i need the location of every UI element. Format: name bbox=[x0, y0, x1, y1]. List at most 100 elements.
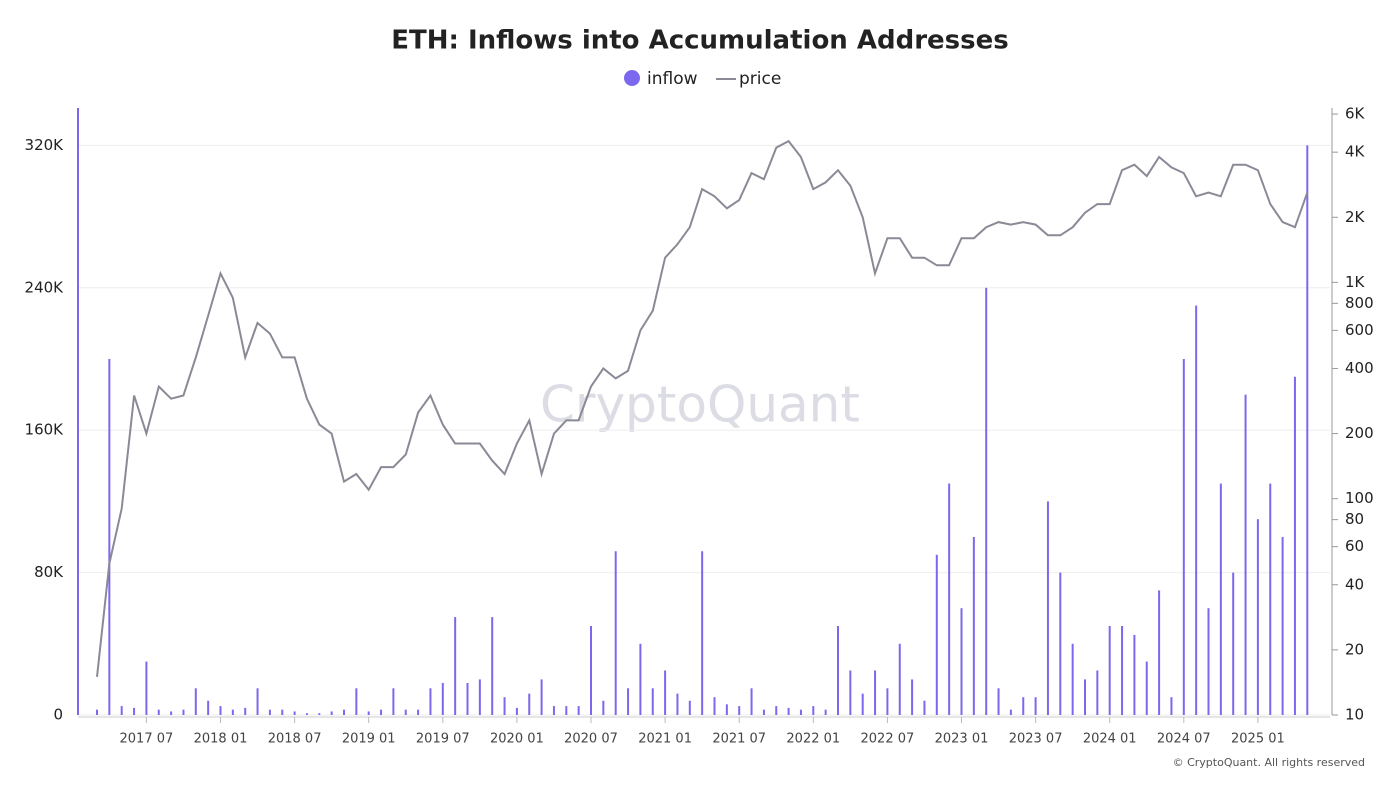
inflow-bar bbox=[861, 693, 864, 715]
inflow-bar bbox=[849, 670, 852, 715]
x-tick-label: 2024 01 bbox=[1083, 732, 1137, 747]
x-tick-label: 2023 01 bbox=[935, 732, 989, 747]
inflow-bar bbox=[639, 643, 642, 715]
inflow-bar bbox=[145, 661, 148, 715]
x-tick-label: 2019 01 bbox=[342, 732, 396, 747]
y2-tick-label: 200 bbox=[1345, 424, 1374, 442]
inflow-bar bbox=[886, 688, 889, 715]
inflow-bar bbox=[1269, 483, 1272, 715]
inflow-bar bbox=[528, 693, 531, 715]
inflow-bar bbox=[676, 693, 679, 715]
y-tick-label: 80K bbox=[34, 563, 64, 581]
inflow-bar bbox=[602, 700, 605, 715]
inflow-bar bbox=[318, 713, 321, 715]
legend-label: inflow bbox=[647, 69, 698, 89]
inflow-bar bbox=[552, 706, 555, 715]
inflow-bar bbox=[330, 711, 333, 715]
inflow-bar bbox=[725, 704, 728, 715]
inflow-bar bbox=[1022, 697, 1025, 715]
inflow-bar bbox=[392, 688, 395, 715]
inflow-bar bbox=[182, 709, 185, 715]
inflow-bar bbox=[972, 536, 975, 715]
inflow-bar bbox=[231, 709, 234, 715]
y-tick-label: 320K bbox=[25, 136, 65, 154]
inflow-bar bbox=[1034, 697, 1037, 715]
x-tick-label: 2022 07 bbox=[861, 732, 915, 747]
inflow-bar bbox=[120, 706, 123, 715]
inflow-bar bbox=[1232, 572, 1235, 715]
inflow-bar bbox=[923, 700, 926, 715]
inflow-bar bbox=[157, 709, 160, 715]
inflow-bar bbox=[1219, 483, 1222, 715]
x-tick-label: 2017 07 bbox=[120, 732, 174, 747]
inflow-bar bbox=[1281, 536, 1284, 715]
inflow-bar bbox=[429, 688, 432, 715]
inflow-bar bbox=[1182, 358, 1185, 715]
inflow-bar bbox=[96, 709, 98, 715]
inflow-bar bbox=[281, 709, 284, 715]
y2-tick-label: 60 bbox=[1345, 537, 1364, 555]
inflow-bar bbox=[688, 700, 691, 715]
inflow-bar bbox=[305, 713, 308, 715]
chart-title: ETH: Inflows into Accumulation Addresses bbox=[391, 26, 1008, 56]
inflow-bar bbox=[874, 670, 877, 715]
y-tick-label: 240K bbox=[25, 278, 65, 296]
inflow-bar bbox=[256, 688, 259, 715]
legend-label: price bbox=[739, 69, 781, 89]
inflow-bar bbox=[503, 697, 506, 715]
y2-tick-label: 20 bbox=[1345, 640, 1364, 658]
y2-tick-label: 2K bbox=[1345, 208, 1366, 226]
inflow-bar bbox=[948, 483, 951, 715]
inflow-bar bbox=[1195, 305, 1198, 715]
inflow-bar bbox=[1170, 697, 1173, 715]
inflow-bar bbox=[614, 551, 617, 715]
inflow-bar bbox=[898, 643, 901, 715]
inflow-bar bbox=[565, 706, 568, 715]
inflow-bar bbox=[701, 551, 704, 715]
inflow-bar bbox=[627, 688, 630, 715]
x-tick-label: 2018 07 bbox=[268, 732, 322, 747]
inflow-bar bbox=[244, 707, 247, 715]
inflow-bar bbox=[935, 554, 938, 715]
inflow-bar bbox=[1293, 376, 1296, 715]
inflow-bar bbox=[1084, 679, 1086, 715]
inflow-bar bbox=[1133, 634, 1136, 715]
inflow-bar bbox=[207, 700, 210, 715]
inflow-bar bbox=[1046, 501, 1049, 715]
y2-tick-label: 6K bbox=[1345, 105, 1366, 123]
x-tick-label: 2024 07 bbox=[1157, 732, 1211, 747]
y2-tick-label: 10 bbox=[1345, 706, 1364, 724]
inflow-bar bbox=[367, 711, 370, 715]
credit: © CryptoQuant. All rights reserved bbox=[1173, 756, 1365, 769]
price-line bbox=[96, 139, 1309, 678]
inflow-bar bbox=[1096, 670, 1099, 715]
x-tick-label: 2018 01 bbox=[194, 732, 248, 747]
inflow-bar bbox=[355, 688, 358, 715]
inflow-bar bbox=[466, 682, 469, 715]
inflow-bar bbox=[108, 358, 111, 715]
x-tick-label: 2020 07 bbox=[564, 732, 618, 747]
inflow-bar bbox=[1306, 145, 1309, 715]
inflow-bar bbox=[194, 688, 197, 715]
x-tick-label: 2020 01 bbox=[490, 732, 544, 747]
y2-tick-label: 100 bbox=[1345, 489, 1374, 507]
inflow-bar bbox=[478, 679, 481, 715]
inflow-bar bbox=[824, 709, 827, 715]
inflow-bar bbox=[293, 711, 296, 715]
inflow-bar bbox=[651, 688, 654, 715]
inflow-bar bbox=[775, 706, 778, 715]
inflow-bar bbox=[1145, 661, 1148, 715]
inflow-bar bbox=[713, 697, 716, 715]
y2-tick-label: 600 bbox=[1345, 321, 1374, 339]
x-tick-label: 2019 07 bbox=[416, 732, 470, 747]
inflow-bar bbox=[219, 706, 222, 715]
inflow-bar bbox=[577, 706, 580, 715]
x-tick-label: 2023 07 bbox=[1009, 732, 1063, 747]
inflow-bar bbox=[738, 706, 741, 715]
inflow-bar bbox=[664, 670, 667, 715]
inflow-bar bbox=[343, 709, 345, 715]
inflow-bar bbox=[799, 709, 802, 715]
inflow-bar bbox=[170, 711, 173, 715]
inflow-bar bbox=[1009, 709, 1012, 715]
legend-marker bbox=[624, 70, 640, 86]
